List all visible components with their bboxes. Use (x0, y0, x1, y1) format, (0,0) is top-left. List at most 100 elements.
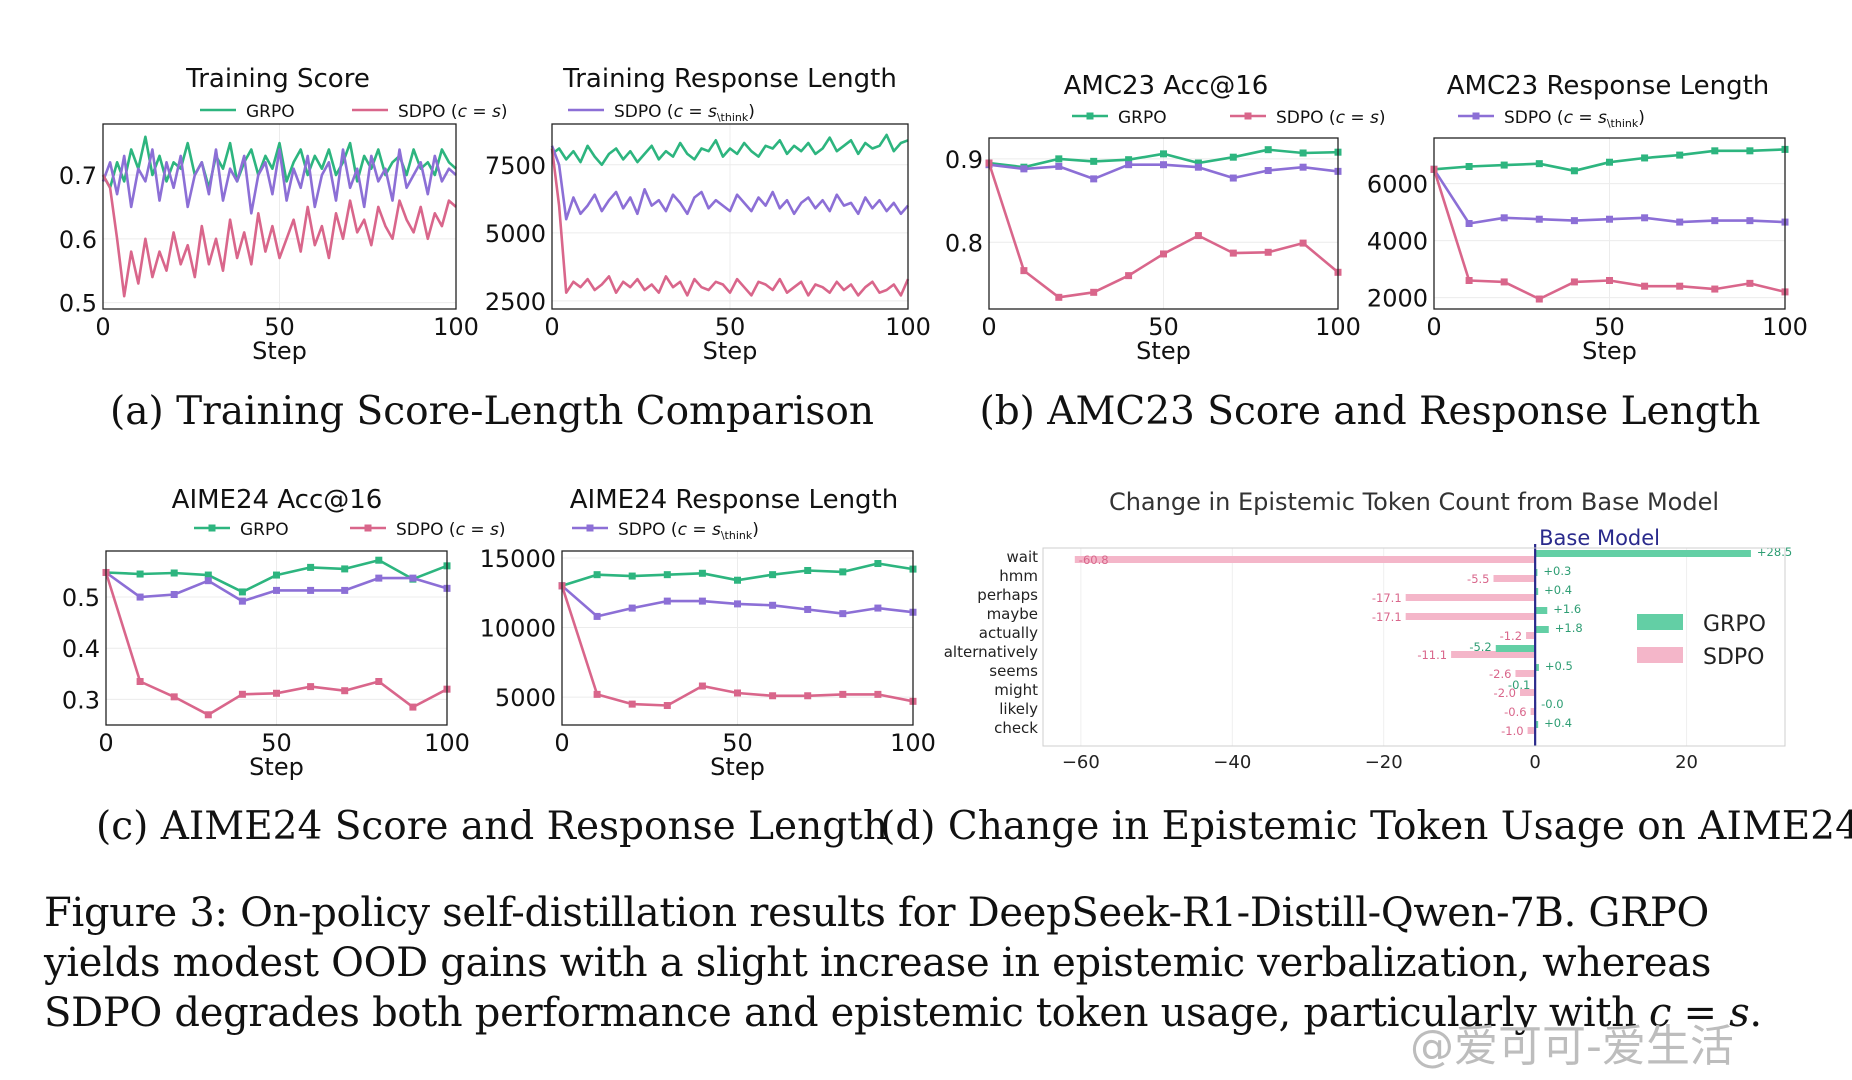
training-length-ytick: 5000 (485, 220, 546, 248)
epistemic-legend-swatch (1637, 614, 1683, 630)
amc-length-point-sdpo-c-s (1570, 278, 1578, 286)
amc-score-point-grpo (1160, 150, 1167, 158)
aime-length-point-grpo (839, 568, 847, 576)
training-score-xtick: 100 (433, 313, 479, 341)
amc-score-point-sdpo-c-s-think (1090, 175, 1098, 183)
legend-marker (364, 524, 372, 532)
amc-length-point-grpo (1711, 147, 1719, 155)
amc-length-point-grpo (1676, 151, 1684, 159)
epistemic-legend-label: GRPO (1703, 612, 1766, 637)
epistemic-value-grpo: +0.4 (1544, 716, 1572, 730)
epistemic-xtick: 20 (1675, 752, 1698, 773)
amc-score-xtick: 100 (1315, 313, 1361, 341)
amc-length-point-grpo (1641, 154, 1649, 162)
amc-length-point-grpo (1570, 167, 1578, 175)
figure-caption-text: On-policy self-distillation results for … (44, 890, 1712, 1036)
legend-marker (1472, 112, 1480, 120)
epistemic-xtick: −20 (1365, 752, 1403, 773)
chart-training-length: 0 50 100 2500 5000 7500 Step Training Response … (485, 64, 931, 365)
aime-score-point-sdpo-c-s-think (204, 577, 212, 585)
aime-score-point-sdpo-c-s-think (375, 574, 383, 582)
epistemic-value-grpo: +28.5 (1757, 545, 1792, 559)
amc-score-point-sdpo-c-s (1194, 232, 1202, 240)
aime-score-point-sdpo-c-s-think (409, 574, 417, 582)
aime-length-point-sdpo-c-s-think (593, 612, 601, 620)
amc-score-point-sdpo-c-s-think (1160, 161, 1167, 169)
training-score-ytick: 0.7 (59, 162, 97, 190)
aime-score-point-sdpo-c-s (409, 703, 417, 711)
training-length-series-sdpo-c-s-think (550, 145, 909, 221)
epistemic-value-sdpo: -60.8 (1079, 553, 1109, 567)
aime-length-point-sdpo-c-s-think (628, 604, 636, 612)
epistemic-value-grpo: -5.2 (1469, 640, 1491, 654)
epistemic-category-label: might (994, 681, 1038, 699)
legend-label: SDPO (c = s\think) (614, 102, 755, 124)
training-score-ytick: 0.5 (59, 290, 97, 318)
amc-score-title: AMC23 Acc@16 (1064, 71, 1269, 101)
epistemic-category-label: actually (979, 624, 1038, 642)
aime-score-point-sdpo-c-s-think (273, 586, 280, 594)
amc-length-point-sdpo-c-s-think (1746, 217, 1754, 225)
training-length-ytick: 7500 (485, 152, 546, 180)
aime-score-point-grpo (238, 588, 246, 596)
legend-marker (208, 524, 216, 532)
epistemic-bar-grpo (1535, 626, 1549, 633)
aime-score-point-sdpo-c-s (136, 678, 144, 685)
aime-length-point-sdpo-c-s (839, 690, 847, 698)
chart-aime-score: 0 50 100 0.3 0.4 0.5 Step AIME24 Acc@16 (62, 485, 470, 781)
watermark: @爱可可-爱生活 (1410, 1021, 1734, 1072)
epistemic-value-sdpo: -17.1 (1372, 610, 1402, 624)
amc-length-point-grpo (1606, 158, 1613, 166)
amc-length-point-sdpo-c-s-think (1535, 215, 1543, 223)
epistemic-bar-grpo (1535, 588, 1539, 595)
training-score-title: Training Score (185, 64, 370, 94)
aime-score-point-sdpo-c-s (375, 678, 383, 685)
aime-score-point-grpo (136, 570, 144, 578)
amc-score-point-sdpo-c-s-think (1229, 174, 1237, 182)
training-score-xtick: 50 (264, 313, 295, 341)
epistemic-value-grpo: +0.4 (1544, 583, 1572, 597)
aime-score-point-sdpo-c-s (170, 693, 178, 701)
legend-label: SDPO (c = s\think) (1504, 108, 1645, 130)
aime-length-point-grpo (769, 571, 777, 579)
figure-caption-math: c = s (1649, 990, 1750, 1036)
amc-length-point-sdpo-c-s (1711, 285, 1719, 293)
amc-length-point-sdpo-c-s-think (1570, 217, 1578, 225)
training-score-series-sdpo-c-s (101, 174, 457, 298)
epistemic-frame (1042, 547, 1786, 747)
epistemic-xtick: 0 (1529, 752, 1540, 773)
legend-label: GRPO (1118, 108, 1167, 128)
epistemic-bar-sdpo (1526, 632, 1536, 639)
aime-score-point-sdpo-c-s-think (307, 586, 315, 594)
amc-score-point-grpo (1229, 153, 1237, 161)
amc-score-ytick: 0.8 (945, 229, 983, 257)
aime-length-point-grpo (628, 572, 636, 580)
chart-aime-length: 0 50 100 5000 10000 15000 Step AIME24 Response … (480, 485, 936, 781)
epistemic-category-label: likely (999, 700, 1038, 718)
aime-score-point-sdpo-c-s (307, 683, 315, 691)
amc-length-point-sdpo-c-s (1676, 282, 1684, 290)
aime-length-point-sdpo-c-s (874, 690, 882, 698)
epistemic-title: Change in Epistemic Token Count from Bas… (1109, 488, 1719, 516)
amc-score-point-sdpo-c-s-think (1299, 163, 1307, 171)
amc-score-point-sdpo-c-s (1229, 249, 1237, 257)
amc-score-point-sdpo-c-s (1125, 272, 1133, 280)
aime-score-point-sdpo-c-s (341, 687, 349, 695)
amc-score-point-sdpo-c-s (1299, 239, 1307, 247)
epistemic-bar-sdpo (1515, 670, 1536, 677)
amc-length-xlabel: Step (1582, 337, 1637, 365)
epistemic-bar-grpo (1535, 664, 1539, 671)
epistemic-bar-sdpo (1405, 594, 1536, 601)
amc-score-point-grpo (1194, 159, 1202, 167)
chart-amc-score: 0 50 100 0.8 0.9 Step AMC23 Acc@16 (945, 71, 1361, 365)
amc-length-ytick: 4000 (1367, 228, 1428, 256)
aime-length-point-sdpo-c-s (663, 702, 671, 710)
legend-label: SDPO (c = s) (1276, 108, 1385, 128)
legend-label: GRPO (246, 102, 295, 122)
subcaption-b: (b) AMC23 Score and Response Length (979, 389, 1760, 434)
legend-marker (1244, 112, 1252, 120)
training-length-xtick: 100 (885, 313, 931, 341)
epistemic-category-label: check (994, 719, 1038, 737)
epistemic-value-sdpo: -5.5 (1467, 572, 1489, 586)
epistemic-value-sdpo: -0.6 (1504, 705, 1526, 719)
